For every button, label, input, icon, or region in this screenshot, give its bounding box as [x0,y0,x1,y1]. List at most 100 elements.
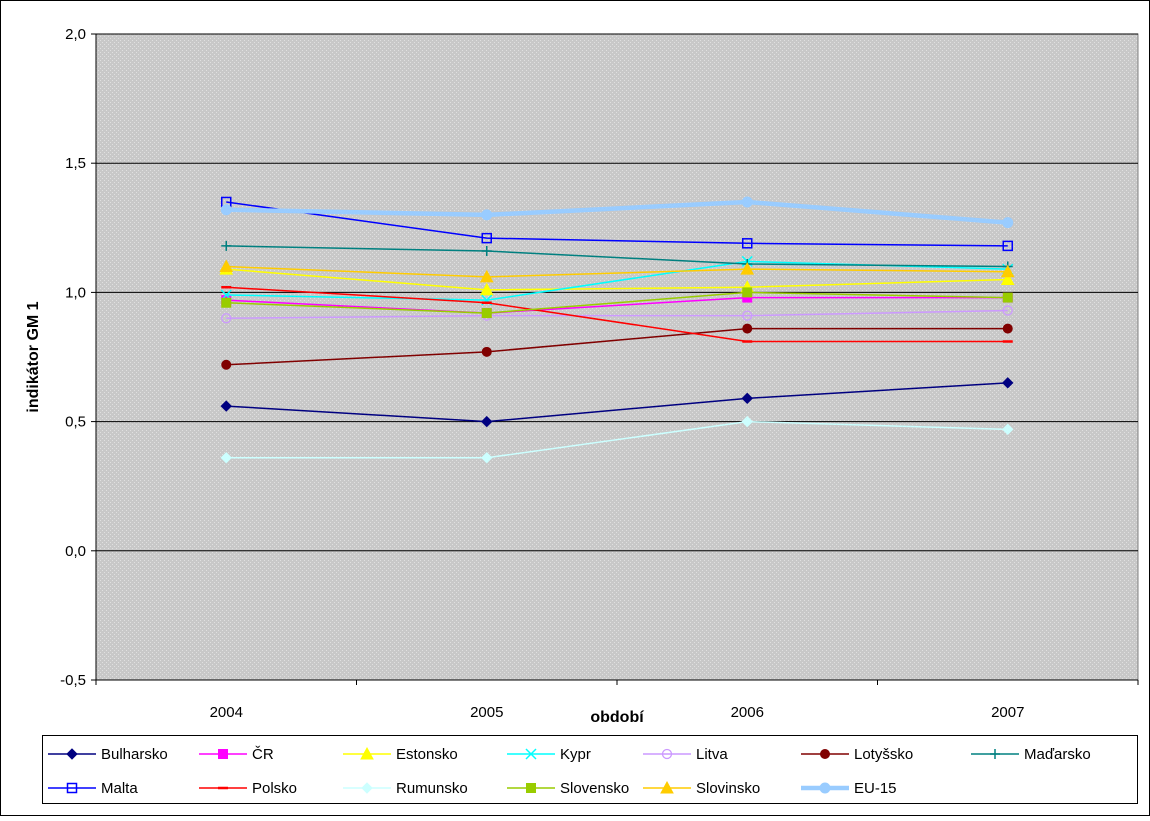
data-point [220,400,232,412]
x-tick-label: 2006 [731,704,764,721]
legend: Bulharsko ČR Estonsko Kypr Litva Lotyšsko Maďa… [48,746,1091,797]
data-point [361,782,373,794]
legend-item-Slovinsko: Slovinsko [643,780,760,797]
legend-item-Bulharsko: Bulharsko [48,746,168,763]
x-tick-labels: 2004 2005 2006 2007 [95,680,1139,721]
data-point [1002,240,1013,252]
data-point [479,269,494,283]
data-point [661,748,673,760]
legend-label: EU-15 [854,780,897,797]
data-point [221,240,232,251]
series-line [226,296,1008,314]
data-point [221,313,232,324]
data-point [1002,305,1013,316]
data-point [741,392,753,405]
series-line [226,327,1008,366]
legend-label: Litva [696,746,728,763]
y-tick-label: 1,0 [65,284,86,301]
data-point [742,238,753,249]
data-point [481,308,492,319]
legend-item-Estonsko: Estonsko [343,746,458,763]
data-point [1002,217,1014,229]
series-Malta [221,196,1013,252]
series-Slovinsko [219,259,1015,283]
series-Lotyšsko [221,323,1013,370]
series-lines [219,196,1015,464]
data-point [219,259,234,273]
legend-item-Lotyšsko: Lotyšsko [801,746,913,763]
data-point [481,246,492,257]
data-point [221,359,232,370]
legend-label: Slovensko [560,780,629,797]
x-axis-label: období [590,709,644,726]
data-point [1002,377,1014,389]
y-tick-label: 2,0 [65,26,86,43]
legend-item-Slovensko: Slovensko [507,780,629,797]
data-point [742,310,753,321]
x-tick-label: 2005 [470,704,503,721]
data-point [481,209,493,221]
legend-label: Kypr [560,746,591,763]
series-line [226,268,1008,291]
y-tick-label: -0,5 [60,672,86,689]
legend-label: Malta [101,780,138,797]
series-EU-15 [220,196,1014,229]
series-line [226,309,1008,319]
y-tick-label: 0,5 [65,414,86,431]
series-line [226,199,1008,225]
data-point [481,346,492,357]
series-line [226,286,1008,343]
y-axis-label: indikátor GM 1 [25,301,42,412]
data-point [526,783,536,793]
legend-item-ČR: ČR [199,746,274,763]
legend-item-Maďarsko: Maďarsko [971,746,1091,763]
series-Rumunsko [220,415,1014,464]
series-line [226,382,1008,423]
x-tick-label: 2004 [210,704,243,721]
data-point [740,262,755,275]
legend-item-Malta: Malta [48,780,138,797]
legend-label: Bulharsko [101,746,168,763]
legend-label: Slovinsko [696,780,760,797]
data-point [525,748,537,760]
series-Bulharsko [220,377,1014,428]
data-point [741,196,753,208]
data-point [1002,323,1013,334]
legend-item-Kypr: Kypr [507,746,591,763]
legend-box [42,735,1138,804]
data-point [1000,264,1015,278]
data-point [820,749,830,759]
data-point [481,452,493,464]
data-point [1000,272,1015,285]
data-point [220,452,232,464]
data-point [481,232,492,244]
data-point [819,782,831,794]
series-line [226,420,1008,459]
data-point [66,782,78,794]
series-Polsko [221,285,1013,343]
data-point [220,204,232,216]
data-point [742,323,753,334]
series-line [226,245,1008,268]
plot-area [95,33,1139,681]
data-point [1002,423,1014,436]
data-point [742,287,753,298]
series-Slovensko [221,287,1013,319]
series-line [226,265,1008,278]
data-point [741,415,753,428]
x-tick-label: 2007 [991,704,1024,721]
data-point [990,749,1000,759]
legend-item-Polsko: Polsko [199,780,297,797]
data-point [660,780,674,794]
series-line [226,201,1008,247]
y-tick-label: 0,0 [65,543,86,560]
legend-item-Litva: Litva [643,746,728,763]
legend-label: Rumunsko [396,780,468,797]
legend-label: ČR [252,746,274,763]
data-point [481,415,493,428]
data-point [1002,292,1013,303]
data-point [479,282,494,296]
data-point [221,297,232,308]
